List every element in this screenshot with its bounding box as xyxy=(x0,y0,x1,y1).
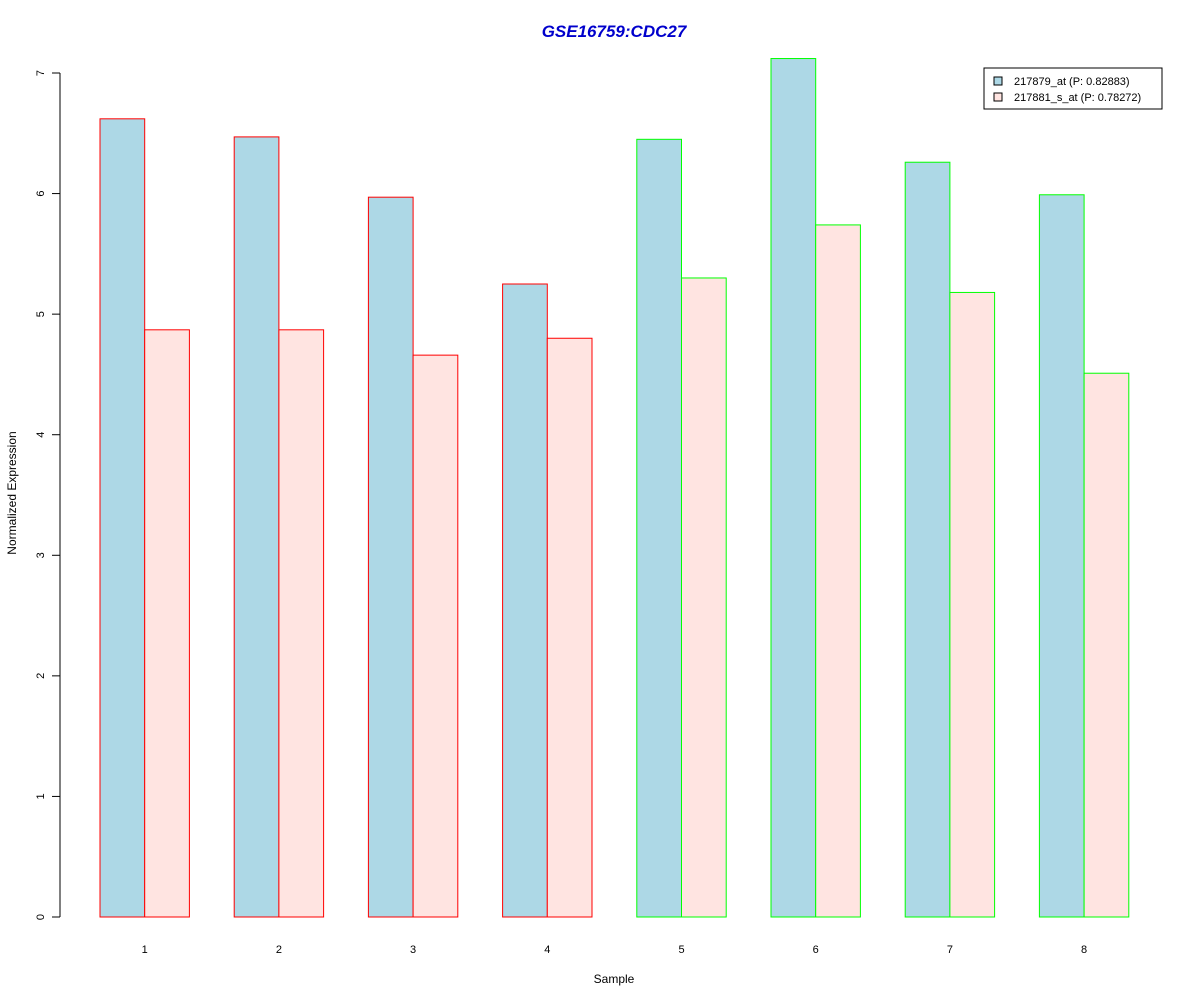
x-tick-label: 4 xyxy=(544,944,550,956)
x-tick-label: 1 xyxy=(142,944,148,956)
y-tick-label: 4 xyxy=(35,432,47,438)
bar-series2-sample-5 xyxy=(681,277,727,918)
bar-series1-sample-2 xyxy=(233,136,280,918)
bars-group xyxy=(99,58,1130,918)
y-tick-label: 1 xyxy=(35,793,47,799)
x-tick-label: 2 xyxy=(276,944,282,956)
x-axis-ticks: 1 2 3 4 5 6 7 8 xyxy=(142,944,1088,956)
legend-label: 217879_at (P: 0.82883) xyxy=(1014,76,1130,88)
bar-series2-sample-4 xyxy=(546,337,593,918)
y-axis-label: Normalized Expression xyxy=(5,431,19,554)
y-tick-label: 3 xyxy=(35,552,47,558)
legend-swatch xyxy=(993,92,1003,102)
y-tick-label: 0 xyxy=(35,914,47,920)
legend-box xyxy=(983,67,1163,110)
legend-label: 217881_s_at (P: 0.78272) xyxy=(1014,92,1141,104)
x-tick-label: 5 xyxy=(678,944,684,956)
bar-series2-sample-3 xyxy=(412,354,459,918)
y-axis: 0 1 2 3 4 5 6 7 xyxy=(35,70,61,920)
x-axis-label: Sample xyxy=(594,972,635,986)
chart-title: GSE16759:CDC27 xyxy=(542,22,688,41)
y-tick-label: 2 xyxy=(35,673,47,679)
bar-series2-sample-6 xyxy=(815,224,861,918)
bar-series1-sample-6 xyxy=(770,58,817,918)
x-tick-label: 3 xyxy=(410,944,416,956)
y-tick-label: 7 xyxy=(35,70,47,76)
bar-series1-sample-3 xyxy=(367,196,414,918)
bar-series1-sample-5 xyxy=(636,138,682,918)
bar-series2-sample-1 xyxy=(144,329,190,918)
x-tick-label: 7 xyxy=(947,944,953,956)
x-tick-label: 6 xyxy=(813,944,819,956)
legend-swatch xyxy=(993,76,1003,86)
bar-series2-sample-8 xyxy=(1083,372,1130,918)
bar-series1-sample-8 xyxy=(1038,194,1085,918)
bar-series2-sample-7 xyxy=(949,291,996,918)
bar-series1-sample-4 xyxy=(502,283,548,918)
y-tick-label: 6 xyxy=(35,191,47,197)
bar-series1-sample-7 xyxy=(904,161,951,918)
bar-series2-sample-2 xyxy=(278,329,325,918)
legend: 217879_at (P: 0.82883) 217881_s_at (P: 0.… xyxy=(983,67,1163,110)
x-tick-label: 8 xyxy=(1081,944,1087,956)
bar-series1-sample-1 xyxy=(99,118,146,918)
y-tick-label: 5 xyxy=(35,311,47,317)
